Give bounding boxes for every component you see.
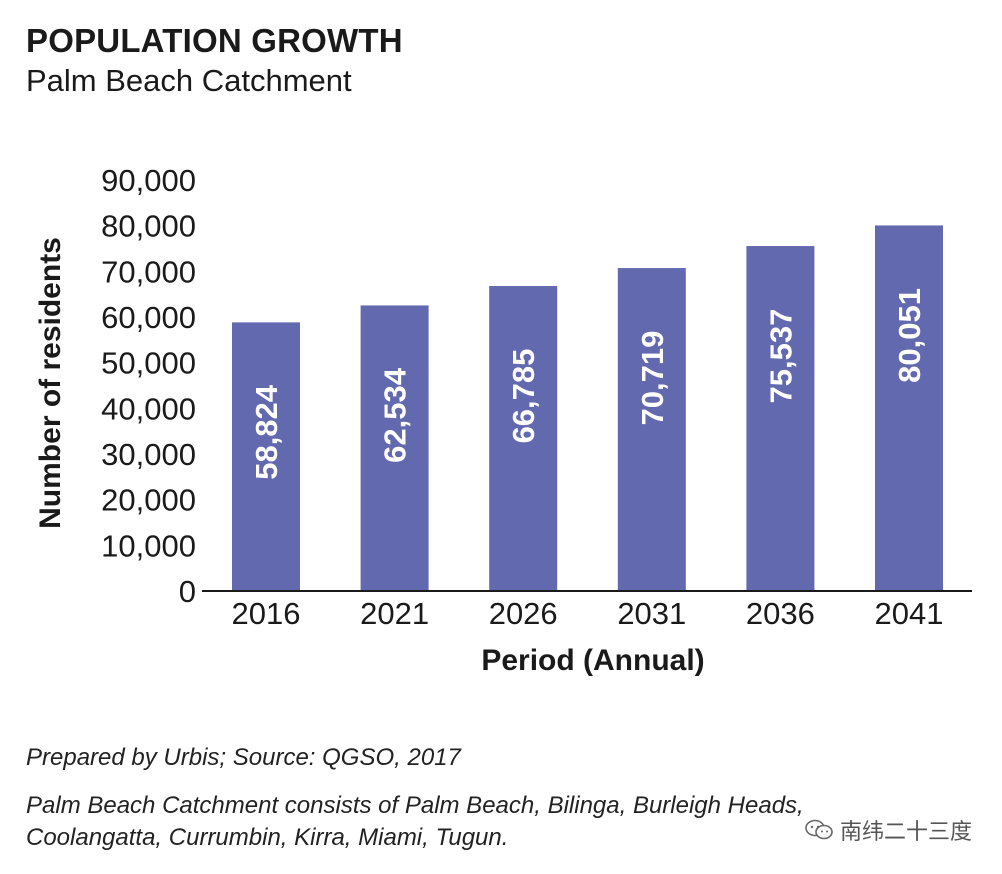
bar-data-label: 80,051 bbox=[892, 288, 927, 383]
x-tick-label: 2036 bbox=[746, 596, 815, 631]
x-axis-ticks: 2016 2021 2026 2031 2036 2041 bbox=[232, 596, 944, 631]
y-tick-label: 0 bbox=[179, 574, 196, 609]
y-tick-label: 30,000 bbox=[101, 437, 196, 472]
bar bbox=[489, 286, 558, 591]
x-tick-label: 2021 bbox=[360, 596, 429, 631]
bars: 58,824 62,534 66,785 70,719 75,537 80,051 bbox=[232, 225, 943, 591]
y-tick-label: 10,000 bbox=[101, 528, 196, 563]
bar bbox=[746, 246, 815, 591]
catchment-note-line-1: Palm Beach Catchment consists of Palm Be… bbox=[26, 792, 804, 819]
catchment-note: Palm Beach Catchment consists of Palm Be… bbox=[26, 790, 804, 854]
x-tick-label: 2031 bbox=[617, 596, 686, 631]
bar-chart: 0 10,000 20,000 30,000 40,000 50,000 60,000 70,… bbox=[34, 163, 972, 677]
y-tick-label: 80,000 bbox=[101, 209, 196, 244]
bar bbox=[360, 305, 429, 591]
y-tick-label: 20,000 bbox=[101, 483, 196, 518]
y-tick-label: 50,000 bbox=[101, 346, 196, 381]
x-tick-label: 2016 bbox=[232, 596, 301, 631]
bar bbox=[617, 268, 686, 591]
watermark-text: 南纬二十三度 bbox=[839, 819, 972, 844]
bar-data-label: 66,785 bbox=[506, 349, 541, 444]
chart-title: POPULATION GROWTH bbox=[26, 22, 403, 59]
wechat-icon bbox=[805, 819, 833, 840]
catchment-note-line-2: Coolangatta, Currumbin, Kirra, Miami, Tu… bbox=[26, 824, 509, 851]
y-tick-label: 60,000 bbox=[101, 300, 196, 335]
y-axis-title: Number of residents bbox=[34, 237, 67, 529]
y-tick-label: 40,000 bbox=[101, 391, 196, 426]
y-tick-label: 70,000 bbox=[101, 254, 196, 289]
x-axis-title: Period (Annual) bbox=[481, 644, 704, 677]
x-tick-label: 2041 bbox=[875, 596, 944, 631]
source-note: Prepared by Urbis; Source: QGSO, 2017 bbox=[26, 744, 461, 771]
y-tick-label: 90,000 bbox=[101, 163, 196, 198]
y-axis-ticks: 0 10,000 20,000 30,000 40,000 50,000 60,000 70,… bbox=[101, 163, 196, 609]
watermark: 南纬二十三度 bbox=[804, 814, 972, 846]
chart-subtitle: Palm Beach Catchment bbox=[26, 63, 352, 98]
bar-data-label: 62,534 bbox=[378, 367, 413, 463]
bar-data-label: 75,537 bbox=[763, 309, 798, 404]
bar bbox=[875, 225, 943, 591]
x-tick-label: 2026 bbox=[489, 596, 558, 631]
bar bbox=[232, 322, 300, 591]
bar-data-label: 70,719 bbox=[635, 331, 670, 426]
bar-data-label: 58,824 bbox=[249, 384, 284, 480]
